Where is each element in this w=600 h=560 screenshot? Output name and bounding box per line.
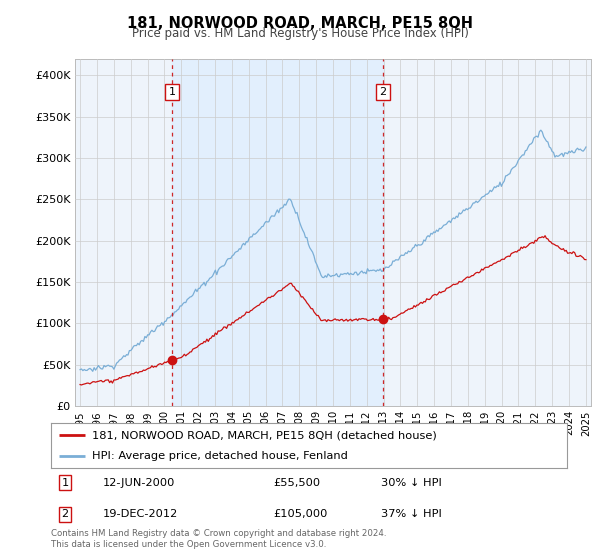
Text: 2: 2 xyxy=(61,509,68,519)
Text: 37% ↓ HPI: 37% ↓ HPI xyxy=(381,509,442,519)
Text: 1: 1 xyxy=(61,478,68,488)
Text: £105,000: £105,000 xyxy=(273,509,327,519)
Text: 181, NORWOOD ROAD, MARCH, PE15 8QH: 181, NORWOOD ROAD, MARCH, PE15 8QH xyxy=(127,16,473,31)
Text: 12-JUN-2000: 12-JUN-2000 xyxy=(103,478,175,488)
Text: 19-DEC-2012: 19-DEC-2012 xyxy=(103,509,178,519)
Text: 30% ↓ HPI: 30% ↓ HPI xyxy=(381,478,442,488)
Text: HPI: Average price, detached house, Fenland: HPI: Average price, detached house, Fenl… xyxy=(92,451,348,461)
Text: £55,500: £55,500 xyxy=(273,478,320,488)
Text: Price paid vs. HM Land Registry's House Price Index (HPI): Price paid vs. HM Land Registry's House … xyxy=(131,27,469,40)
Text: 2: 2 xyxy=(379,87,386,97)
Text: 181, NORWOOD ROAD, MARCH, PE15 8QH (detached house): 181, NORWOOD ROAD, MARCH, PE15 8QH (deta… xyxy=(92,430,437,440)
Text: 1: 1 xyxy=(169,87,175,97)
Text: Contains HM Land Registry data © Crown copyright and database right 2024.
This d: Contains HM Land Registry data © Crown c… xyxy=(51,529,386,549)
Bar xyxy=(172,59,383,406)
